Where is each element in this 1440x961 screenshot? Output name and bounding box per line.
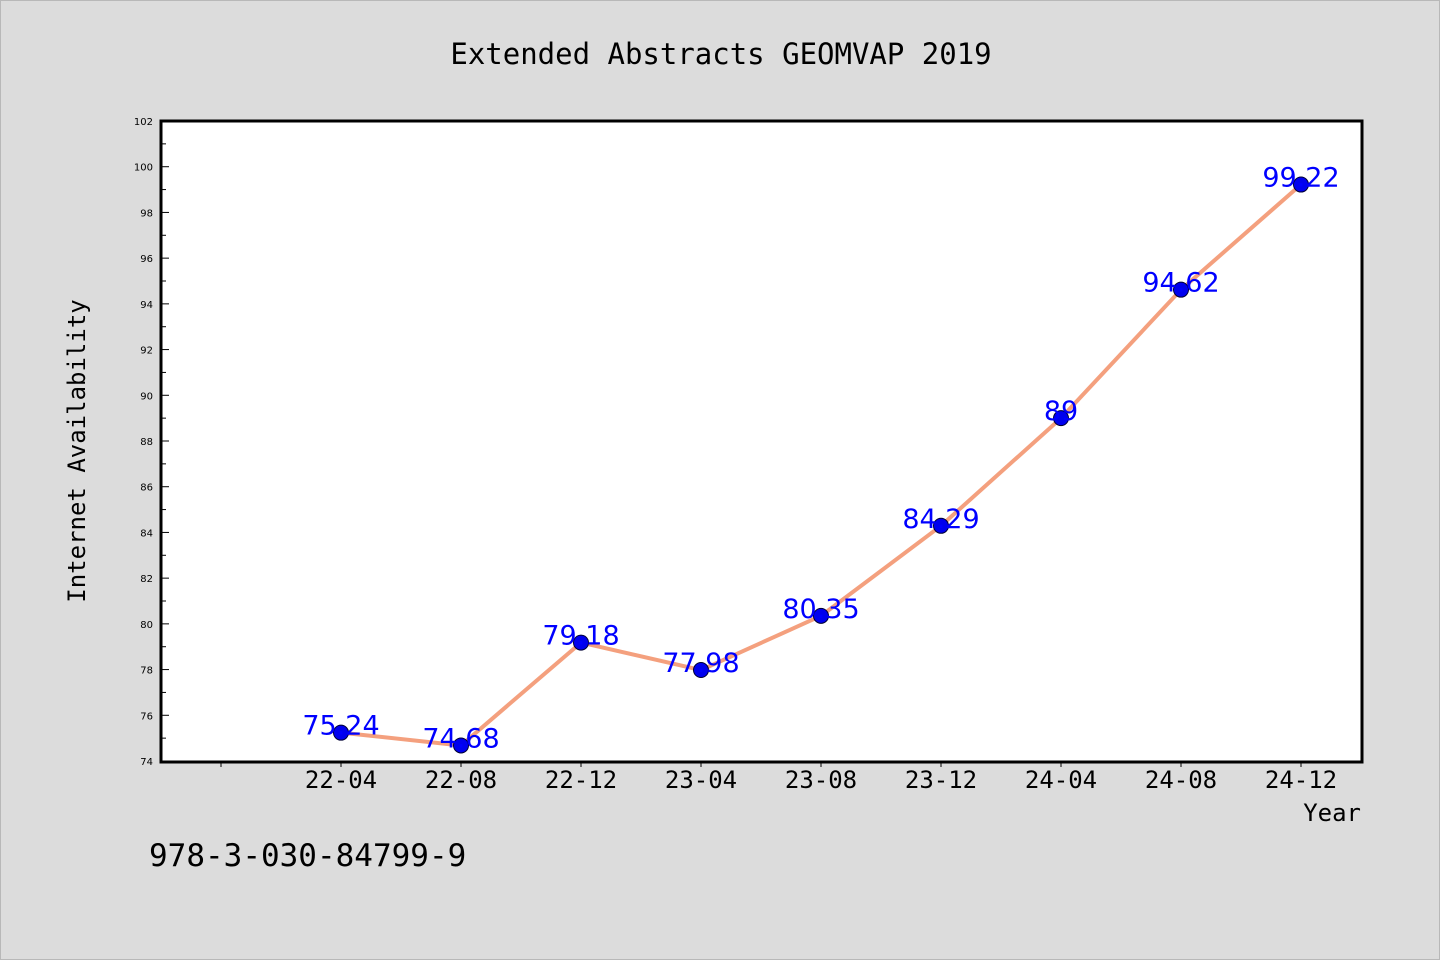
data-point xyxy=(1173,281,1189,298)
data-label: 77.98 xyxy=(662,648,739,679)
data-point xyxy=(1053,410,1069,427)
y-tick-label: 78 xyxy=(140,666,153,677)
x-tick-label: 24-12 xyxy=(1265,766,1337,794)
isbn-text: 978-3-030-84799-9 xyxy=(149,838,466,874)
x-tick-label: 23-04 xyxy=(665,766,737,794)
x-axis-label: Year xyxy=(1303,799,1361,827)
y-tick-label: 90 xyxy=(140,391,153,402)
series-markers xyxy=(333,176,1309,754)
data-label: 80.35 xyxy=(782,594,859,625)
y-tick-label: 96 xyxy=(140,254,153,265)
y-tick-label: 84 xyxy=(140,528,153,539)
y-tick-label: 86 xyxy=(140,483,153,494)
data-label: 84.29 xyxy=(902,504,979,535)
data-point xyxy=(933,517,949,534)
y-tick-label: 76 xyxy=(140,711,153,722)
plot-area xyxy=(159,119,1364,764)
data-point xyxy=(333,724,349,741)
data-label: 74.68 xyxy=(422,723,499,754)
data-point xyxy=(1293,176,1309,193)
data-label: 89 xyxy=(1044,396,1078,427)
data-point xyxy=(453,737,469,754)
y-tick-label: 80 xyxy=(140,620,153,631)
data-label: 79.18 xyxy=(542,621,619,652)
x-tick-label: 24-08 xyxy=(1145,766,1217,794)
x-axis: 22-04 22-08 22-12 23-04 23-08 23-12 24-04 24-08… xyxy=(220,761,1337,794)
data-label: 75.24 xyxy=(302,711,379,742)
x-tick-label: 23-08 xyxy=(785,766,857,794)
y-axis-label: Internet Availability xyxy=(63,299,91,602)
y-axis: 74 76 78 80 82 84 86 88 90 92 94 96 98 100 102 xyxy=(134,117,169,768)
data-label: 94.62 xyxy=(1142,268,1219,299)
y-tick-label: 82 xyxy=(140,574,153,585)
data-point xyxy=(693,662,709,679)
y-tick-label: 94 xyxy=(140,300,153,311)
data-labels: 75.24 74.68 79.18 77.98 80.35 84.29 89 94.62 99.… xyxy=(302,163,1339,755)
x-tick-label: 22-08 xyxy=(425,766,497,794)
y-tick-label: 100 xyxy=(134,163,153,174)
data-point xyxy=(573,634,589,651)
x-tick-label: 22-04 xyxy=(305,766,377,794)
y-tick-label: 102 xyxy=(134,117,153,128)
x-tick-label: 22-12 xyxy=(545,766,617,794)
y-tick-label: 98 xyxy=(140,208,153,219)
y-tick-label: 92 xyxy=(140,346,153,357)
y-tick-label: 74 xyxy=(140,757,153,768)
x-tick-label: 23-12 xyxy=(905,766,977,794)
chart-title: Extended Abstracts GEOMVAP 2019 xyxy=(450,37,991,71)
y-tick-label: 88 xyxy=(140,437,153,448)
data-label: 99.22 xyxy=(1262,163,1339,194)
data-point xyxy=(813,607,829,624)
x-tick-label: 24-04 xyxy=(1025,766,1097,794)
